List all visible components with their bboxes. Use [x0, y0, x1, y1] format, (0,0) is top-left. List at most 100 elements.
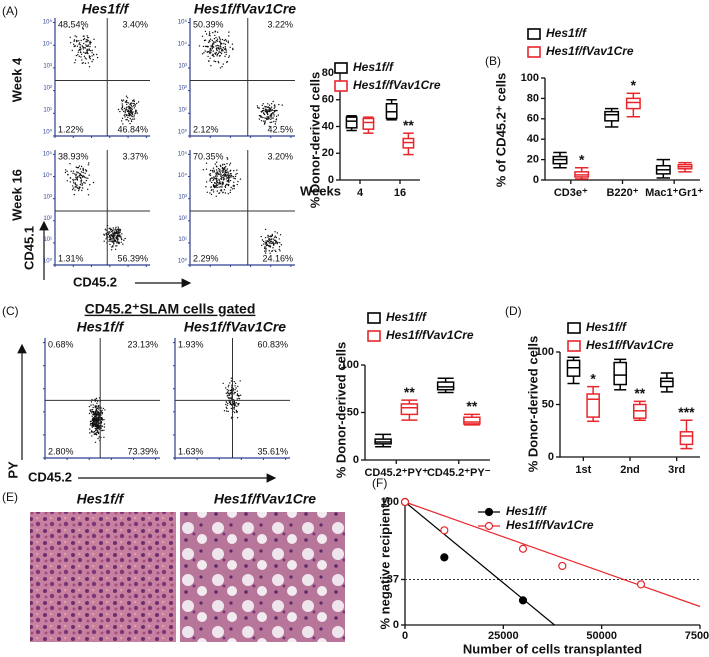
event-dot — [74, 59, 77, 61]
event-dot — [225, 178, 227, 180]
event-dot — [264, 110, 267, 113]
event-dot — [124, 101, 127, 103]
event-dot — [119, 230, 121, 232]
event-dot — [64, 171, 67, 174]
event-dot — [234, 178, 236, 180]
event-dot — [76, 172, 78, 174]
event-dot — [115, 239, 117, 241]
event-dot — [219, 37, 221, 39]
significance: ** — [634, 385, 645, 401]
y-tick-label: 40 — [527, 133, 539, 145]
event-dot — [224, 47, 226, 49]
event-dot — [209, 178, 212, 180]
event-dot — [233, 185, 235, 187]
event-dot — [206, 51, 208, 53]
point — [440, 553, 449, 562]
event-dot — [97, 437, 99, 440]
event-dot — [75, 175, 77, 177]
event-dot — [228, 35, 230, 37]
event-dot — [224, 46, 226, 48]
event-dot — [125, 108, 127, 111]
event-dot — [135, 110, 138, 112]
event-dot — [229, 389, 232, 392]
event-dot — [279, 242, 281, 244]
event-dot — [232, 175, 234, 178]
event-dot — [221, 38, 224, 41]
event-dot — [260, 110, 262, 113]
event-dot — [89, 428, 91, 430]
event-dot — [263, 120, 265, 122]
event-dot — [271, 233, 273, 236]
quadrant-percent: 38.93% — [58, 151, 89, 161]
event-dot — [209, 180, 211, 182]
event-dot — [238, 398, 241, 400]
event-dot — [73, 39, 76, 41]
event-dot — [272, 112, 274, 114]
event-dot — [129, 109, 132, 112]
legend-swatch — [567, 340, 581, 352]
event-dot — [76, 45, 79, 47]
event-dot — [103, 426, 106, 428]
event-dot — [134, 105, 136, 107]
event-dot — [275, 236, 278, 239]
event-dot — [264, 117, 266, 119]
x-tick-label: CD45.2⁺PY⁺ — [364, 467, 428, 479]
box — [604, 110, 620, 122]
event-dot — [215, 169, 218, 171]
quadrant-percent: 1.22% — [58, 124, 84, 134]
event-dot — [129, 117, 131, 120]
event-dot — [279, 250, 281, 252]
event-dot — [233, 181, 235, 183]
event-dot — [273, 120, 275, 123]
y-tick-label: 100 — [521, 72, 539, 84]
event-dot — [82, 170, 84, 172]
event-dot — [235, 173, 237, 176]
event-dot — [278, 238, 280, 240]
event-dot — [94, 411, 96, 414]
event-dot — [110, 230, 113, 233]
event-dot — [215, 195, 217, 197]
y-axis-label: % of CD45.2⁺ cells — [493, 73, 508, 188]
event-dot — [85, 170, 88, 172]
event-dot — [74, 178, 76, 181]
event-dot — [94, 398, 96, 400]
event-dot — [98, 408, 100, 410]
event-dot — [98, 425, 101, 427]
event-dot — [274, 106, 276, 108]
quadrant-percent: 46.84% — [117, 124, 148, 134]
event-dot — [267, 117, 269, 119]
row-label: Week 4 — [9, 57, 24, 102]
quadrant-percent: 24.16% — [262, 253, 293, 263]
x-axis-label: Number of cells transplanted — [463, 641, 642, 656]
event-dot — [105, 238, 107, 240]
event-dot — [213, 177, 216, 179]
event-dot — [117, 230, 120, 232]
event-dot — [135, 112, 137, 114]
legend-swatch — [527, 46, 541, 58]
axis-tick-label: 10⁰ — [43, 258, 53, 265]
event-dot — [82, 38, 85, 41]
event-dot — [75, 166, 78, 168]
y-tick-label: 37 — [387, 573, 399, 585]
event-dot — [71, 49, 74, 52]
event-dot — [216, 50, 218, 52]
event-dot — [267, 116, 269, 118]
event-dot — [72, 170, 75, 172]
event-dot — [226, 395, 228, 397]
event-dot — [224, 170, 226, 173]
event-dot — [131, 106, 133, 108]
event-dot — [93, 53, 95, 56]
event-dot — [226, 168, 229, 170]
event-dot — [227, 193, 229, 195]
event-dot — [260, 235, 262, 238]
box — [586, 393, 600, 418]
event-dot — [66, 170, 68, 172]
event-dot — [118, 234, 121, 237]
event-dot — [67, 174, 69, 176]
event-dot — [270, 107, 272, 110]
event-dot — [127, 120, 130, 122]
event-dot — [270, 110, 272, 112]
event-dot — [87, 40, 90, 42]
event-dot — [270, 103, 273, 105]
event-dot — [130, 102, 133, 104]
